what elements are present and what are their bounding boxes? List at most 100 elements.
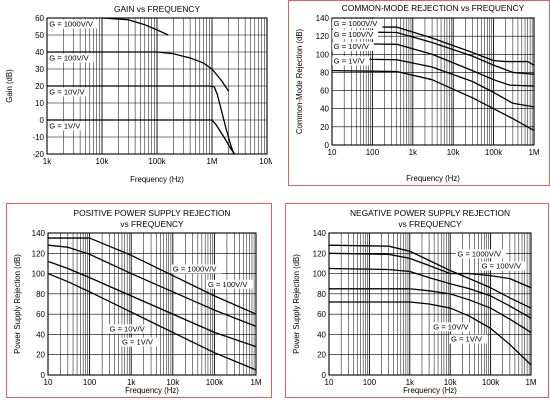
x-tick-label: 10 xyxy=(328,148,337,157)
annotation-text: G = 1V/V xyxy=(451,335,483,344)
y-tick-label: 100 xyxy=(313,270,327,279)
series-line-1 xyxy=(101,17,169,36)
annotation-label: G = 1V/V xyxy=(332,56,370,66)
y-tick-label: 20 xyxy=(317,351,326,360)
y-tick-label: 0 xyxy=(41,371,46,380)
chart-psrr-neg-panel: NEGATIVE POWER SUPPLY REJECTION vs FREQUE… xyxy=(285,203,549,398)
annotation-bg xyxy=(455,249,507,259)
x-tick-label: 100k xyxy=(206,378,224,387)
annotation-text: G = 1000V/V xyxy=(457,249,502,258)
annotation-bg xyxy=(332,56,370,66)
annotation-bg xyxy=(332,30,379,40)
series-line-2 xyxy=(328,252,532,289)
y-tick-label: 60 xyxy=(320,87,329,96)
x-tick-label: 1k xyxy=(127,378,136,387)
x-tick-label: 10 xyxy=(325,378,334,387)
annotation-label: G = 1000V/V xyxy=(332,19,383,29)
x-tick-label: 10 xyxy=(44,378,53,387)
x-tick-label: 1k xyxy=(409,148,418,157)
series-line-4 xyxy=(329,288,532,333)
annotation-label: G = 1V/V xyxy=(47,121,86,131)
y-tick-label: 60 xyxy=(317,310,326,319)
annotation-text: G = 1V/V xyxy=(49,122,81,131)
annotation-bg xyxy=(332,19,383,29)
x-axis-label: Frequency (Hz) xyxy=(406,174,460,183)
y-tick-label: 60 xyxy=(36,310,45,319)
annotation-label: G = 1000V/V xyxy=(47,19,99,29)
annotation-bg xyxy=(120,337,158,347)
x-tick-label: 100k xyxy=(148,157,166,166)
series-line-5 xyxy=(329,301,532,366)
y-tick-label: 0 xyxy=(322,371,327,380)
chart-title: NEGATIVE POWER SUPPLY REJECTION xyxy=(350,208,510,218)
annotation-text: G = 10V/V xyxy=(49,88,85,97)
x-tick-label: 1k xyxy=(43,157,52,166)
annotation-label: G = 10V/V xyxy=(431,322,474,332)
annotation-label: G = 100V/V xyxy=(480,261,527,271)
series-line-3 xyxy=(47,260,257,348)
y-tick-label: 120 xyxy=(32,249,46,258)
series-line-3 xyxy=(328,267,532,319)
annotation-label: G = 100V/V xyxy=(47,53,94,63)
chart-title: POSITIVE POWER SUPPLY REJECTION xyxy=(74,208,231,218)
y-tick-label: 120 xyxy=(316,32,330,41)
y-tick-label: 80 xyxy=(36,290,45,299)
x-tick-label: 10k xyxy=(166,378,180,387)
x-tick-label: 1k xyxy=(406,378,415,387)
x-tick-label: 10M xyxy=(259,157,272,166)
y-tick-label: -20 xyxy=(32,150,44,159)
y-tick-label: 40 xyxy=(36,330,45,339)
series-line-4 xyxy=(47,272,257,371)
annotation-bg xyxy=(480,261,527,271)
y-tick-label: 140 xyxy=(32,229,46,238)
chart-psrr-pos-frame xyxy=(6,203,272,398)
series-line-1 xyxy=(332,26,535,66)
annotation-label: G = 10V/V xyxy=(107,324,150,334)
y-tick-label: 20 xyxy=(320,123,329,132)
y-tick-label: 100 xyxy=(316,50,330,59)
annotation-text: G = 10V/V xyxy=(334,42,370,51)
y-axis-label: Power Supply Rejection (dB) xyxy=(13,254,22,354)
chart-gain-panel: GAIN vs FREQUENCY 1k 10k 100k 1M 10M -20 -10 0 10… xyxy=(0,0,275,190)
annotation-label: G = 1V/V xyxy=(449,334,487,344)
gain-chart: GAIN vs FREQUENCY 1k 10k 100k 1M 10M -20 -10 0 10… xyxy=(5,4,275,184)
annotation-text: G = 10V/V xyxy=(433,322,469,331)
y-tick-label: 30 xyxy=(35,65,44,74)
series-line-1 xyxy=(328,244,532,309)
x-tick-label: 1M xyxy=(528,148,539,157)
x-tick-label: 10k xyxy=(96,157,110,166)
y-tick-label: 100 xyxy=(32,270,46,279)
annotation-bg xyxy=(47,121,86,131)
y-axis-label: Gain (dB) xyxy=(5,69,14,103)
plot-area xyxy=(331,17,535,146)
annotation-bg xyxy=(47,19,99,29)
chart-title: COMMON-MODE REJECTION vs FREQUENCY xyxy=(342,3,525,13)
y-tick-label: 120 xyxy=(313,249,327,258)
series-line-3 xyxy=(47,85,235,155)
annotation-bg xyxy=(107,324,150,334)
annotation-bg xyxy=(47,53,94,63)
series-line-3 xyxy=(331,42,535,87)
y-tick-label: 40 xyxy=(320,105,329,114)
chart-subtitle: vs FREQUENCY xyxy=(398,219,462,229)
annotation-text: G = 1V/V xyxy=(122,338,154,347)
annotation-text: G = 100V/V xyxy=(208,280,248,289)
y-tick-label: 40 xyxy=(317,330,326,339)
y-tick-label: 140 xyxy=(313,229,327,238)
series-line-5 xyxy=(331,69,535,132)
chart-psrr-pos-panel: POSITIVE POWER SUPPLY REJECTION vs FREQUE… xyxy=(6,203,272,398)
y-tick-label: 80 xyxy=(320,68,329,77)
series-line-2 xyxy=(47,51,230,92)
annotation-label: G = 1V/V xyxy=(120,337,158,347)
grid xyxy=(47,232,257,376)
annotation-text: G = 100V/V xyxy=(49,54,89,63)
y-tick-label: 10 xyxy=(35,99,44,108)
x-tick-label: 100 xyxy=(363,378,377,387)
chart-psrr-neg-frame xyxy=(285,203,549,398)
x-tick-label: 100 xyxy=(83,378,97,387)
x-tick-label: 100k xyxy=(485,148,503,157)
y-tick-label: 0 xyxy=(325,141,330,150)
series-line-4 xyxy=(47,119,236,155)
